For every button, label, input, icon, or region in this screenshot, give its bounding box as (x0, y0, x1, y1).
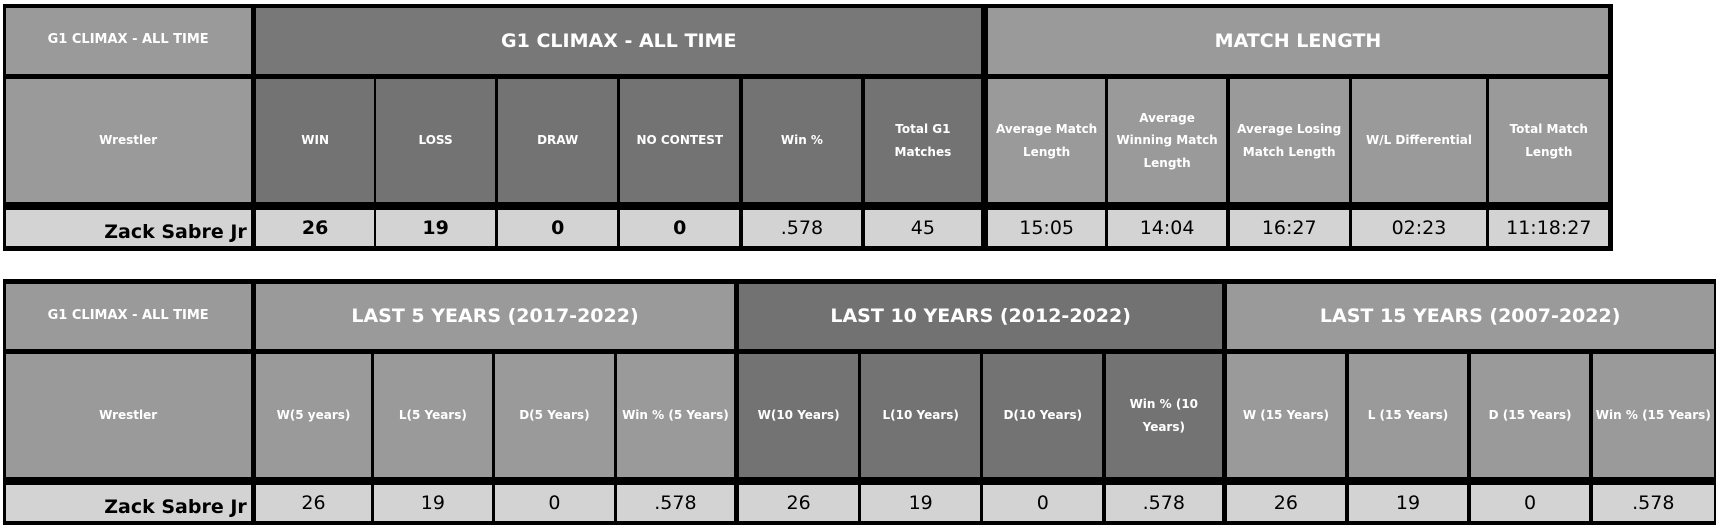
group-header: LAST 5 YEARS (2017-2022) (256, 283, 734, 349)
group-header: MATCH LENGTH (987, 7, 1609, 74)
column-header: Average Winning Match Length (1107, 79, 1227, 203)
column-header: Wrestler (5, 79, 251, 203)
column-header: Win % (742, 79, 862, 203)
cell-value: 15:05 (987, 210, 1106, 247)
wrestler-name: Zack Sabre Jr (5, 210, 251, 247)
corner-title: G1 CLIMAX - ALL TIME (5, 283, 251, 349)
cell-value: 0 (620, 210, 740, 247)
corner-title: G1 CLIMAX - ALL TIME (5, 7, 251, 74)
cell-value: 19 (374, 485, 492, 522)
column-header: W(10 Years) (739, 354, 858, 478)
column-header: Wrestler (5, 354, 251, 478)
cell-value: 16:27 (1229, 210, 1349, 247)
cell-value: 19 (861, 485, 981, 522)
wrestler-name: Zack Sabre Jr (5, 485, 251, 522)
column-header: D(5 Years) (495, 354, 614, 478)
column-header: W(5 years) (256, 354, 371, 478)
cell-value: 02:23 (1351, 210, 1487, 247)
group-header: G1 CLIMAX - ALL TIME (256, 7, 982, 74)
column-header: L (15 Years) (1348, 354, 1468, 478)
column-header: Average Match Length (987, 79, 1106, 203)
column-header: D(10 Years) (983, 354, 1103, 478)
cell-value: 45 (864, 210, 982, 247)
group-header: LAST 15 YEARS (2007-2022) (1226, 283, 1714, 349)
cell-value: 0 (983, 485, 1103, 522)
column-header: Total Match Length (1489, 79, 1609, 203)
cell-value: .578 (617, 485, 734, 522)
cell-value: 0 (495, 485, 614, 522)
column-header: Total G1 Matches (864, 79, 982, 203)
cell-value: 0 (1470, 485, 1590, 522)
cell-value: .578 (1592, 485, 1714, 522)
column-header: D (15 Years) (1470, 354, 1590, 478)
cell-value: 0 (498, 210, 618, 247)
cell-value: 11:18:27 (1489, 210, 1609, 247)
group-header: LAST 10 YEARS (2012-2022) (739, 283, 1223, 349)
cell-value: 19 (376, 210, 495, 247)
column-header: L(5 Years) (374, 354, 492, 478)
cell-value: 26 (739, 485, 858, 522)
cell-value: 26 (1226, 485, 1346, 522)
column-header: W (15 Years) (1226, 354, 1346, 478)
column-header: DRAW (498, 79, 618, 203)
cell-value: 14:04 (1107, 210, 1227, 247)
cell-value: 19 (1348, 485, 1468, 522)
cell-value: 26 (256, 210, 374, 247)
column-header: Win % (15 Years) (1592, 354, 1714, 478)
column-header: LOSS (376, 79, 495, 203)
column-header: W/L Differential (1351, 79, 1487, 203)
column-header: Average Losing Match Length (1229, 79, 1349, 203)
cell-value: 26 (256, 485, 371, 522)
column-header: WIN (256, 79, 374, 203)
column-header: Win % (5 Years) (617, 354, 734, 478)
column-header: Win % (10 Years) (1105, 354, 1223, 478)
column-header: NO CONTEST (620, 79, 740, 203)
cell-value: .578 (742, 210, 862, 247)
cell-value: .578 (1105, 485, 1223, 522)
column-header: L(10 Years) (861, 354, 981, 478)
